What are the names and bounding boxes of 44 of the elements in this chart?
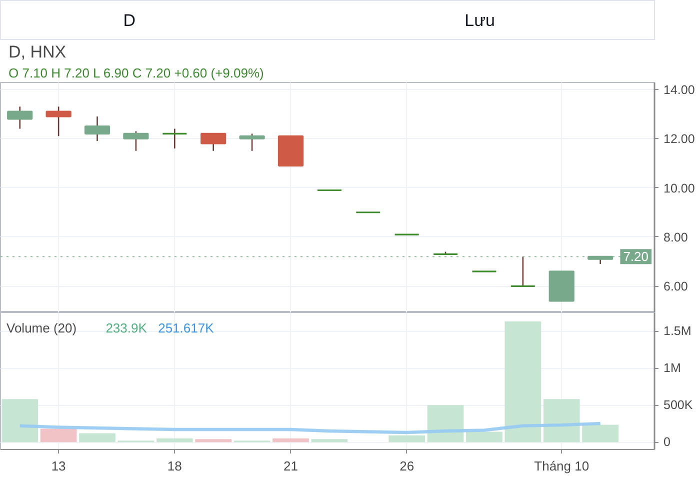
bar (388, 435, 426, 442)
y-tick-label: 12.00 (664, 132, 695, 146)
y-tick-label: 500K (664, 398, 694, 412)
bar (311, 439, 348, 442)
candlestick (7, 106, 33, 130)
text: Volume (20) (6, 320, 77, 336)
y-tick-label: 8.00 (664, 230, 688, 244)
candlestick (162, 128, 188, 150)
candlestick (123, 130, 149, 152)
y-tick-label: 10.00 (664, 181, 695, 196)
y-tick-label: 14.00 (664, 82, 695, 97)
candlestick (510, 256, 536, 287)
candlestick (84, 116, 110, 142)
annotation: 233.9K (106, 320, 148, 336)
bar (466, 432, 502, 442)
x-tick-label: 13 (51, 458, 66, 474)
y-tick-label: 0 (664, 435, 670, 450)
y-tick-label: 6.00 (664, 280, 688, 294)
x-tick-label: 18 (167, 458, 182, 474)
bar (156, 438, 193, 442)
text: Lưu (464, 11, 495, 30)
y-tick-label: 1M (664, 361, 681, 376)
x-tick-label: 26 (400, 458, 414, 474)
annotation: 251.617K (158, 320, 214, 336)
text: D (123, 11, 136, 30)
candlestick (200, 132, 226, 152)
bar (427, 405, 464, 442)
y-tick-label: 1.5M (664, 324, 692, 338)
x-tick-label: Tháng 10 (534, 458, 590, 474)
candlestick (239, 133, 265, 152)
chart-subtitle: O 7.10 H 7.20 L 6.90 C 7.20 +0.60 (+9.09%) (8, 66, 264, 80)
bar (504, 321, 542, 442)
bar (195, 439, 232, 442)
bar (2, 399, 38, 442)
bar (40, 428, 77, 442)
chart-title: D, HNX (8, 42, 66, 62)
ref-line-label: 7.20 (623, 249, 649, 264)
bar (272, 438, 309, 442)
bar (543, 399, 580, 442)
bar (582, 424, 619, 442)
x-tick-label: 21 (284, 458, 298, 474)
line-series (18, 422, 602, 434)
candlestick (46, 106, 72, 137)
bar (79, 433, 116, 442)
